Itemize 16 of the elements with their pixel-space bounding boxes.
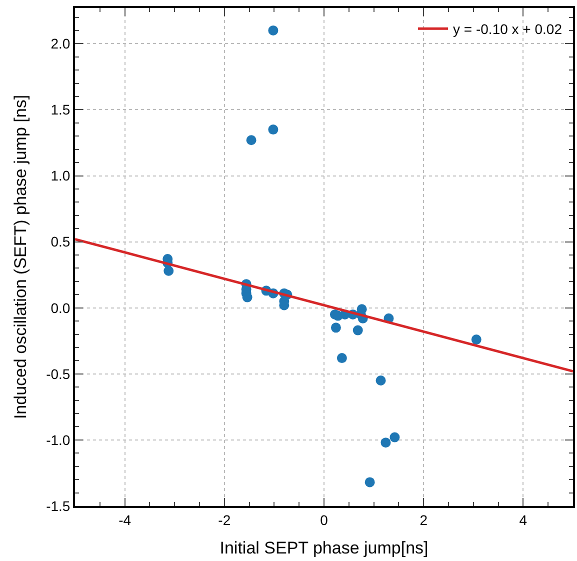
y-tick-label: 2.0 xyxy=(50,36,70,52)
y-tick-label: 1.0 xyxy=(50,168,70,184)
y-tick-label: 0.0 xyxy=(50,300,70,316)
x-tick-label: 4 xyxy=(519,512,528,528)
x-tick-label: 0 xyxy=(320,512,328,528)
y-tick-label: -1.0 xyxy=(46,432,70,448)
y-tick-label: -1.5 xyxy=(46,498,70,514)
x-tick-label: -4 xyxy=(118,512,132,528)
x-tick-label: -2 xyxy=(218,512,231,528)
x-axis-title: Initial SEPT phase jump[ns] xyxy=(220,538,428,558)
y-axis-title: Induced oscillation (SEFT) phase jump [ns] xyxy=(11,94,30,420)
y-tick-label: -0.5 xyxy=(46,366,70,382)
legend-label: y = -0.10 x + 0.02 xyxy=(453,21,562,38)
y-tick-label: 1.5 xyxy=(50,102,70,118)
y-tick-label: 0.5 xyxy=(50,234,70,250)
x-tick-label: 2 xyxy=(420,512,428,528)
